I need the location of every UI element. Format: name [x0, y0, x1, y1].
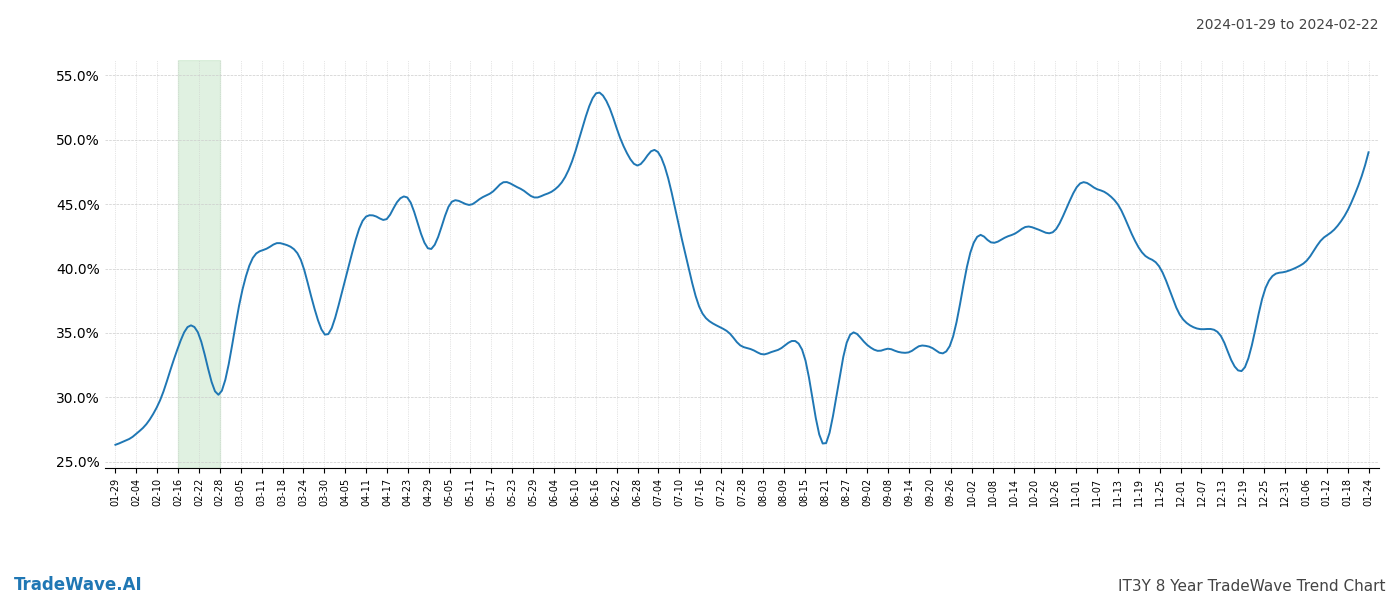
Text: 2024-01-29 to 2024-02-22: 2024-01-29 to 2024-02-22 — [1197, 18, 1379, 32]
Text: TradeWave.AI: TradeWave.AI — [14, 576, 143, 594]
Text: IT3Y 8 Year TradeWave Trend Chart: IT3Y 8 Year TradeWave Trend Chart — [1119, 579, 1386, 594]
Bar — [178, 60, 220, 468]
